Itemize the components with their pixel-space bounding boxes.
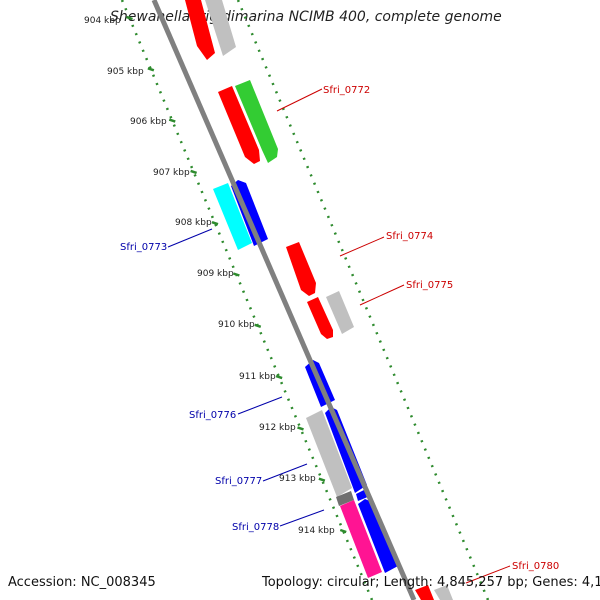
scale-tick <box>339 528 347 534</box>
gene-label-sfri-0772[interactable]: Sfri_0772 <box>323 85 370 96</box>
gene-sfri-0777-pseudo[interactable] <box>306 410 352 497</box>
right-dotted-track <box>236 0 490 600</box>
left-dotted-track <box>120 0 374 600</box>
gene-sfri-0772-red[interactable] <box>218 86 260 164</box>
gene-small-darkgray[interactable] <box>336 491 354 506</box>
scale-tick <box>232 272 240 277</box>
scale-label: 913 kbp <box>279 474 316 484</box>
scale-tick <box>211 221 219 226</box>
label-leaders <box>167 88 511 584</box>
scale-label: 912 kbp <box>259 423 296 433</box>
scale-label: 907 kbp <box>153 168 190 178</box>
genome-summary-text: Topology: circular; Length: 4,845,257 bp… <box>262 575 600 590</box>
scale-label: 909 kbp <box>197 269 234 279</box>
accession-text: Accession: NC_008345 <box>8 575 156 590</box>
leader-sfri-0773 <box>167 228 213 248</box>
gene-label-sfri-0775[interactable]: Sfri_0775 <box>406 280 453 291</box>
gene-label-sfri-0778[interactable]: Sfri_0778 <box>232 522 279 533</box>
scale-tick <box>254 323 262 328</box>
scale-label: 908 kbp <box>175 218 212 228</box>
scale-tick <box>318 477 326 482</box>
scale-label: 910 kbp <box>218 320 255 330</box>
scale-label: 905 kbp <box>107 67 144 77</box>
leader-sfri-0772 <box>276 88 323 112</box>
scale-label: 911 kbp <box>239 372 276 382</box>
leader-sfri-0776 <box>237 396 283 415</box>
gene-label-sfri-0780[interactable]: Sfri_0780 <box>512 561 559 572</box>
genome-backbone <box>151 0 417 600</box>
gene-sfri-0775-red[interactable] <box>307 297 333 339</box>
gene-sfri-0778-blue[interactable] <box>358 499 398 573</box>
gene-sfri-0778-pink[interactable] <box>340 500 382 578</box>
scale-tick <box>126 15 133 21</box>
scale-label: 906 kbp <box>130 117 167 127</box>
genome-title: Shewanella frigidimarina NCIMB 400, comp… <box>110 9 502 25</box>
gene-label-sfri-0777[interactable]: Sfri_0777 <box>215 476 262 487</box>
gene-bottom-pseudo[interactable] <box>434 585 453 600</box>
scale-label: 904 kbp <box>84 16 121 26</box>
gene-label-sfri-0774[interactable]: Sfri_0774 <box>386 231 433 242</box>
scale-labels: 904 kbp 905 kbp 906 kbp 907 kbp 908 kbp … <box>84 16 335 536</box>
gene-sfri-0773-cyan[interactable] <box>213 183 252 250</box>
scale-tick <box>147 67 155 72</box>
leader-sfri-0774 <box>339 236 385 257</box>
leader-sfri-0778 <box>279 509 325 527</box>
gene-sfri-0774-red[interactable] <box>286 242 316 296</box>
leader-sfri-0777 <box>262 463 308 482</box>
scale-tick <box>168 118 176 123</box>
scale-tick <box>297 426 304 431</box>
leader-sfri-0780 <box>465 565 511 584</box>
gene-pseudo-top[interactable] <box>205 0 236 56</box>
gene-sfri-0771-red[interactable] <box>185 0 215 60</box>
gene-bottom-red[interactable] <box>415 585 434 600</box>
scale-tick <box>190 169 198 175</box>
gene-sfri-0772-green[interactable] <box>235 80 278 163</box>
gene-label-sfri-0773[interactable]: Sfri_0773 <box>120 242 167 253</box>
gene-sfri-0775-pseudo[interactable] <box>326 291 354 334</box>
scale-ticks <box>126 15 347 534</box>
gene-labels: Sfri_0772 Sfri_0773 Sfri_0774 Sfri_0775 … <box>120 85 559 572</box>
scale-label: 914 kbp <box>298 526 335 536</box>
scale-tick <box>275 374 283 380</box>
gene-label-sfri-0776[interactable]: Sfri_0776 <box>189 410 236 421</box>
leader-sfri-0775 <box>359 284 405 306</box>
